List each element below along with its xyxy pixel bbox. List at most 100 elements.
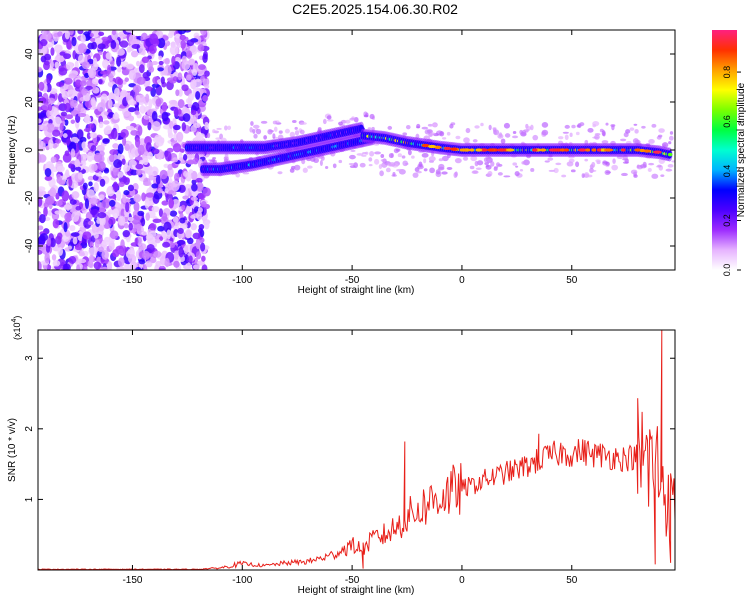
- noise-speck: [136, 169, 143, 176]
- noise-speck: [108, 99, 113, 110]
- halo-speck: [397, 153, 402, 158]
- noise-speck: [77, 104, 82, 112]
- noise-speck: [59, 51, 66, 56]
- noise-speck: [38, 225, 44, 231]
- noise-speck: [192, 264, 200, 270]
- noise-speck: [117, 215, 126, 226]
- noise-speck: [117, 78, 124, 86]
- halo-speck: [579, 122, 585, 127]
- x-tick-label: -100: [232, 575, 252, 586]
- halo-speck: [317, 127, 322, 132]
- noise-speck: [64, 119, 69, 126]
- noise-speck: [137, 144, 145, 156]
- noise-speck: [120, 132, 126, 138]
- halo-speck: [421, 152, 429, 158]
- noise-speck: [96, 218, 102, 224]
- noise-speck: [110, 60, 115, 67]
- x-tick-label: -50: [345, 575, 360, 586]
- noise-speck: [81, 141, 87, 150]
- halo-speck: [249, 127, 253, 133]
- halo-speck: [211, 158, 215, 163]
- noise-speck: [122, 164, 131, 172]
- halo-speck: [657, 134, 663, 138]
- noise-speck: [108, 73, 114, 83]
- noise-speck: [135, 94, 141, 103]
- halo-speck: [611, 125, 615, 131]
- noise-speck: [49, 88, 58, 95]
- halo-speck: [497, 172, 503, 176]
- halo-speck: [223, 156, 228, 159]
- noise-speck: [109, 199, 116, 207]
- noise-speck: [50, 47, 55, 56]
- noise-speck: [145, 192, 155, 198]
- noise-speck: [50, 156, 57, 164]
- noise-speck: [70, 119, 76, 124]
- halo-speck: [392, 171, 396, 177]
- noise-speck: [44, 60, 50, 66]
- noise-speck: [63, 204, 73, 210]
- halo-speck: [289, 131, 296, 138]
- halo-speck: [521, 130, 527, 136]
- noise-speck: [78, 54, 85, 64]
- signal-peak: [469, 148, 475, 152]
- noise-speck: [82, 182, 88, 190]
- noise-speck: [48, 139, 54, 150]
- noise-speck: [123, 177, 130, 186]
- halo-speck: [611, 164, 619, 171]
- halo-speck: [484, 161, 490, 166]
- noise-speck: [165, 182, 174, 191]
- noise-speck: [122, 229, 131, 238]
- noise-speck: [87, 123, 95, 129]
- noise-speck: [91, 78, 99, 85]
- noise-speck: [151, 83, 160, 88]
- noise-speck: [55, 200, 63, 207]
- noise-speck: [38, 139, 44, 150]
- noise-speck: [151, 120, 161, 132]
- noise-speck: [192, 68, 198, 76]
- halo-speck: [449, 123, 454, 129]
- noise-speck: [174, 33, 181, 39]
- noise-speck: [96, 144, 105, 153]
- x-tick-label: 0: [459, 275, 465, 286]
- noise-speck: [109, 154, 115, 163]
- halo-speck: [441, 155, 449, 162]
- noise-speck: [161, 200, 169, 206]
- signal-peak: [496, 148, 507, 152]
- noise-speck: [190, 124, 197, 133]
- noise-speck: [127, 184, 135, 192]
- halo-speck: [590, 169, 597, 172]
- noise-speck: [44, 168, 52, 177]
- noise-speck: [81, 88, 88, 96]
- noise-speck: [185, 206, 191, 215]
- noise-speck: [40, 96, 46, 104]
- noise-speck: [185, 229, 192, 239]
- noise-speck: [104, 198, 110, 204]
- noise-speck: [177, 108, 182, 115]
- noise-speck: [79, 80, 87, 87]
- noise-speck: [197, 207, 203, 213]
- halo-speck: [369, 113, 375, 120]
- halo-speck: [446, 131, 451, 136]
- noise-speck: [77, 30, 84, 35]
- halo-speck: [418, 161, 423, 167]
- noise-speck: [177, 227, 184, 235]
- halo-speck: [348, 162, 355, 166]
- noise-speck: [168, 120, 174, 129]
- noise-speck: [115, 245, 125, 255]
- noise-speck: [38, 118, 42, 124]
- noise-speck: [38, 112, 46, 118]
- noise-speck: [78, 252, 86, 257]
- noise-speck: [53, 116, 62, 128]
- noise-speck: [99, 206, 106, 214]
- noise-speck: [128, 159, 138, 170]
- halo-speck: [622, 161, 629, 164]
- halo-speck: [388, 162, 396, 167]
- noise-speck: [136, 235, 143, 247]
- halo-speck: [462, 156, 469, 161]
- halo-speck: [561, 174, 567, 178]
- noise-speck: [100, 70, 108, 75]
- noise-speck: [46, 237, 52, 247]
- halo-speck: [647, 167, 652, 172]
- noise-speck: [151, 148, 160, 155]
